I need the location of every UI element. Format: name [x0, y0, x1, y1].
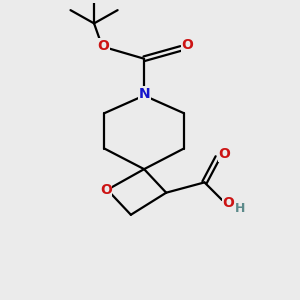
Text: N: N: [138, 87, 150, 101]
Text: O: O: [97, 39, 109, 53]
Text: H: H: [235, 202, 245, 215]
Text: O: O: [100, 183, 112, 197]
Text: O: O: [223, 196, 235, 210]
Text: O: O: [182, 38, 193, 52]
Text: O: O: [218, 147, 230, 161]
